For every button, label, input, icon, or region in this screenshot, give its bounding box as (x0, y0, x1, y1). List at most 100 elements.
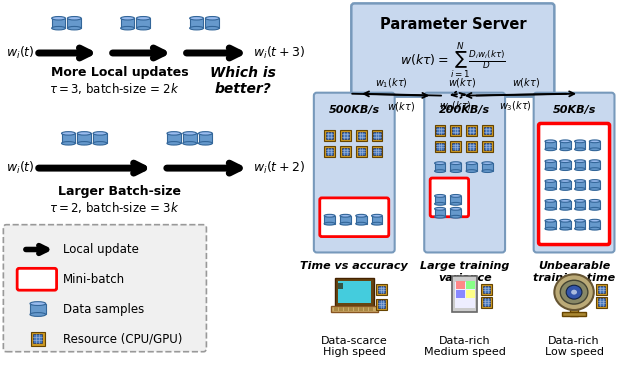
Bar (575, 161, 585, 169)
Text: Time vs accuracy: Time vs accuracy (300, 261, 408, 272)
Text: $w_i(t)$: $w_i(t)$ (6, 45, 35, 61)
Text: $w_i(t+2)$: $w_i(t+2)$ (253, 160, 305, 176)
Bar (468, 127, 475, 134)
Bar (589, 161, 600, 169)
Bar (340, 130, 351, 141)
Ellipse shape (560, 180, 571, 182)
Ellipse shape (566, 285, 582, 299)
Ellipse shape (356, 214, 367, 217)
Ellipse shape (560, 187, 571, 190)
Bar (356, 130, 367, 141)
Bar (369, 307, 373, 311)
Ellipse shape (545, 168, 556, 171)
Bar (466, 163, 477, 171)
Ellipse shape (589, 160, 600, 163)
Bar (376, 299, 387, 310)
Bar (450, 141, 461, 152)
Text: Data samples: Data samples (63, 303, 144, 315)
Bar (575, 181, 585, 189)
FancyBboxPatch shape (430, 178, 469, 217)
Bar (434, 125, 446, 136)
Text: 50KB/s: 50KB/s (552, 105, 596, 115)
Ellipse shape (30, 302, 46, 306)
Ellipse shape (560, 227, 571, 230)
Ellipse shape (560, 219, 571, 222)
Bar (545, 181, 556, 189)
Ellipse shape (198, 142, 212, 145)
Ellipse shape (571, 290, 577, 295)
Ellipse shape (450, 202, 461, 205)
FancyBboxPatch shape (538, 123, 610, 244)
Bar (190, 18, 203, 28)
Bar (357, 147, 365, 155)
Ellipse shape (575, 208, 585, 210)
Text: $\tau = 2$, batch-size = $3k$: $\tau = 2$, batch-size = $3k$ (49, 200, 180, 215)
Bar (482, 141, 493, 152)
Ellipse shape (68, 16, 81, 20)
FancyBboxPatch shape (314, 93, 394, 253)
Ellipse shape (434, 170, 446, 172)
Ellipse shape (575, 160, 585, 163)
Ellipse shape (167, 142, 181, 145)
Ellipse shape (450, 170, 461, 172)
Bar (331, 306, 378, 312)
Ellipse shape (93, 142, 107, 145)
Bar (337, 281, 371, 303)
Bar (484, 127, 491, 134)
Ellipse shape (434, 215, 446, 218)
Bar (560, 201, 571, 209)
Bar (589, 141, 600, 149)
Bar (378, 285, 386, 293)
Ellipse shape (52, 16, 66, 20)
Ellipse shape (93, 132, 107, 135)
Text: Parameter Server: Parameter Server (379, 17, 526, 32)
Bar (560, 181, 571, 189)
Ellipse shape (136, 26, 150, 30)
Ellipse shape (545, 227, 556, 230)
Text: Data-scarce
High speed: Data-scarce High speed (321, 336, 387, 358)
Bar (452, 276, 478, 312)
Bar (30, 303, 46, 314)
Ellipse shape (450, 208, 461, 210)
Ellipse shape (589, 199, 600, 202)
Bar (466, 141, 477, 152)
Bar (434, 141, 446, 152)
Ellipse shape (205, 26, 219, 30)
Ellipse shape (560, 168, 571, 171)
Bar (570, 304, 578, 316)
Ellipse shape (136, 16, 150, 20)
Bar (562, 312, 586, 316)
Bar (598, 298, 605, 306)
Bar (68, 18, 81, 28)
Bar (466, 290, 475, 298)
Bar (456, 281, 464, 289)
Ellipse shape (183, 142, 197, 145)
Ellipse shape (482, 162, 493, 165)
Ellipse shape (324, 214, 335, 217)
Ellipse shape (589, 180, 600, 182)
Bar (560, 221, 571, 229)
Bar (452, 127, 459, 134)
Bar (371, 216, 382, 224)
Ellipse shape (434, 194, 446, 197)
Bar (545, 201, 556, 209)
Bar (436, 143, 444, 150)
Text: Which is
better?: Which is better? (210, 66, 276, 96)
Bar (61, 133, 75, 143)
Bar (324, 130, 335, 141)
Ellipse shape (589, 148, 600, 151)
Text: $w_i(t)$: $w_i(t)$ (6, 160, 35, 176)
Ellipse shape (560, 148, 571, 151)
Bar (545, 141, 556, 149)
Ellipse shape (575, 219, 585, 222)
Ellipse shape (61, 142, 75, 145)
Bar (598, 285, 605, 293)
Text: $\tau = 3$, batch-size = $2k$: $\tau = 3$, batch-size = $2k$ (49, 81, 180, 96)
Text: $w(k\tau)$: $w(k\tau)$ (512, 76, 540, 89)
Bar (334, 307, 337, 311)
Bar (575, 141, 585, 149)
Ellipse shape (190, 26, 203, 30)
Bar (326, 147, 333, 155)
Bar (434, 209, 446, 217)
Ellipse shape (560, 160, 571, 163)
